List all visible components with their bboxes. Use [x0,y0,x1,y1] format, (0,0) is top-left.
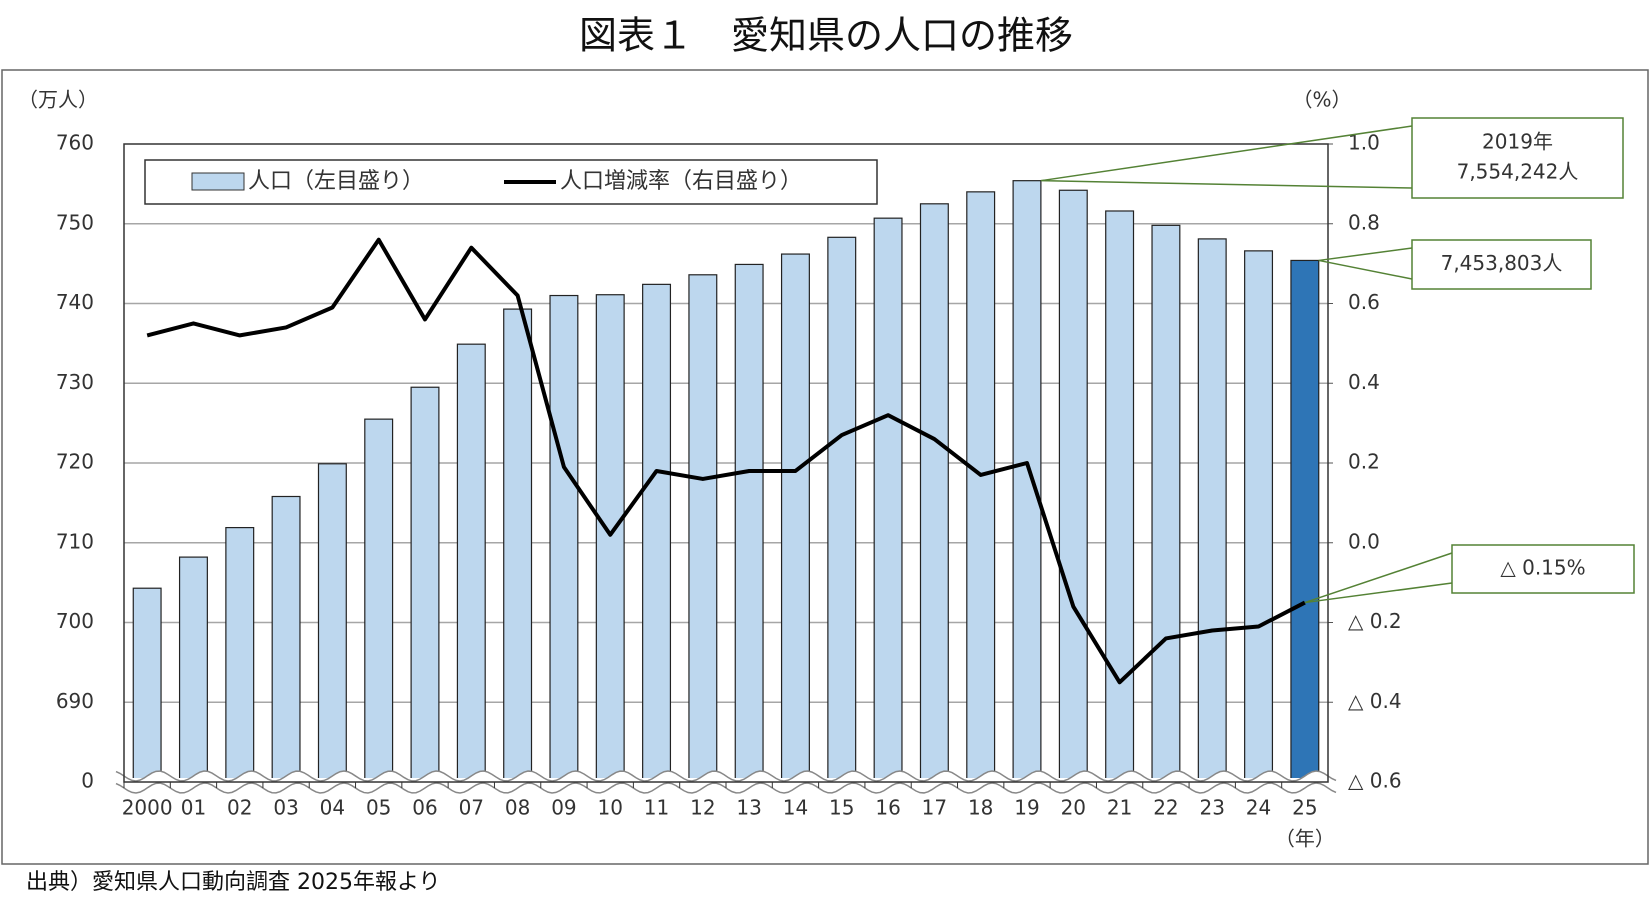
x-tick-label: 05 [366,796,391,820]
y-tick-label: 700 [56,609,94,633]
y-tick-label: 730 [56,370,94,394]
y2-tick-label: △ 0.2 [1348,609,1402,633]
legend-label: 人口増減率（右目盛り） [560,169,802,194]
y2-tick-label: 0.6 [1348,290,1380,314]
bar [1151,224,1181,783]
bar [919,203,949,783]
bar [1197,238,1227,783]
x-tick-label: 25 [1292,796,1317,820]
x-tick-label: 23 [1200,796,1225,820]
x-tick-label: 08 [505,796,530,820]
y-tick-label: 740 [56,290,94,314]
callout-box [1451,544,1635,594]
y2-tick-label: 0.2 [1348,450,1380,474]
y2-tick-label: 0.8 [1348,210,1380,234]
callout-text: 7,453,803人 [1441,251,1563,275]
x-axis-label: （年） [1275,827,1335,851]
bar [966,191,996,783]
x-tick-label: 12 [690,796,715,820]
x-tick-label: 21 [1107,796,1132,820]
callout-text: △ 0.15% [1500,556,1585,580]
x-tick-label: 16 [875,796,900,820]
bar [873,217,903,783]
chart-title: 図表１ 愛知県の人口の推移 [579,14,1073,58]
y-tick-label: 690 [56,689,94,713]
source-note: 出典）愛知県人口動向調査 2025年報より [26,870,441,895]
x-tick-label: 15 [829,796,854,820]
y2-tick-label: 0.0 [1348,529,1380,553]
x-tick-label: 03 [273,796,298,820]
bar [364,418,394,783]
bar [317,463,347,783]
y2-tick-label: 0.4 [1348,370,1380,394]
x-tick-label: 10 [598,796,623,820]
x-tick-label: 13 [736,796,761,820]
y-tick-label: 720 [56,450,94,474]
x-tick-label: 04 [320,796,345,820]
bar [827,236,857,783]
callout-box [1411,117,1624,199]
break-line [115,770,1337,782]
bar [410,386,440,783]
x-tick-label: 06 [412,796,437,820]
callout-text: 2019年 [1482,130,1553,154]
legend-swatch [191,172,245,191]
y2-tick-label: △ 0.6 [1348,769,1402,793]
y-tick-label: 0 [81,769,94,793]
x-tick-label: 14 [783,796,808,820]
x-tick-label: 09 [551,796,576,820]
bar [132,587,162,783]
bar [225,526,255,783]
callout-text: 7,554,242人 [1457,160,1579,184]
bar [178,556,208,783]
x-tick-label: 11 [644,796,669,820]
bar [595,294,625,783]
callout-box [1411,239,1592,290]
bar [642,283,672,783]
x-tick-label: 22 [1153,796,1178,820]
x-tick-label: 2000 [122,796,173,820]
bar [734,263,764,783]
y-tick-label: 710 [56,529,94,553]
frame [1,69,1649,865]
x-tick-label: 01 [181,796,206,820]
y-tick-label: 760 [56,131,94,155]
rate-line [146,237,1306,685]
x-tick-label: 20 [1061,796,1086,820]
x-tick-label: 17 [922,796,947,820]
bar [780,253,810,783]
bar [1244,250,1274,783]
bar [503,308,533,783]
bar [1012,180,1042,783]
callout-pointer [1318,247,1413,280]
bar [1105,210,1135,783]
bar [688,274,718,783]
legend-label: 人口（左目盛り） [248,169,424,194]
callout-pointer [1040,125,1413,189]
bar [1290,259,1320,783]
bar [1058,189,1088,783]
bar [271,495,301,783]
y-tick-label: 750 [56,210,94,234]
y2-axis-label: （%） [1292,88,1351,112]
x-tick-label: 02 [227,796,252,820]
x-tick-label: 18 [968,796,993,820]
x-tick-label: 19 [1014,796,1039,820]
x-tick-label: 07 [459,796,484,820]
y-axis-label: （万人） [18,88,98,112]
callout-pointer [1304,552,1453,604]
bar [456,343,486,783]
x-tick-label: 24 [1246,796,1271,820]
y2-tick-label: △ 0.4 [1348,689,1402,713]
bar [549,294,579,783]
